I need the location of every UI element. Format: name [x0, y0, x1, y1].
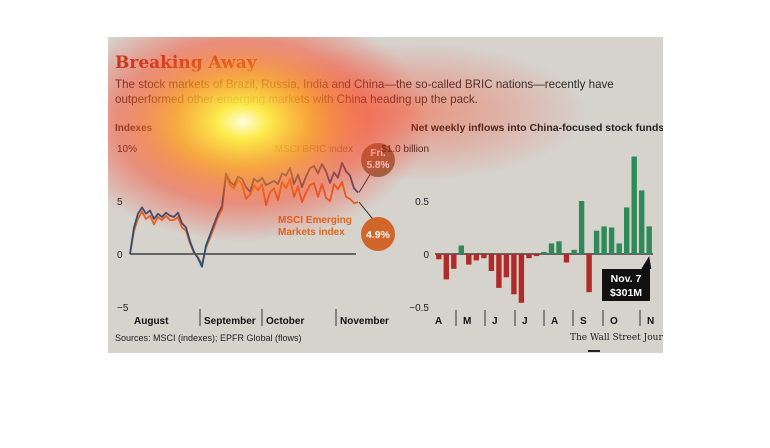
outflow-bar: [586, 254, 592, 293]
index-y-tick-label: −5: [117, 303, 129, 314]
outflow-bar: [451, 254, 457, 269]
sources-note: Sources: MSCI (indexes); EPFR Global (fl…: [115, 333, 302, 343]
inflow-month-label: A: [551, 316, 558, 327]
inflow-y-tick-label: 0.5: [415, 197, 429, 208]
inflow-bar: [646, 226, 652, 254]
inflow-bar: [639, 190, 645, 254]
inflow-bar: [608, 227, 615, 254]
inflow-y-tick-label: −0.5: [409, 303, 429, 314]
index-month-label: November: [340, 316, 389, 327]
inflow-month-label: J: [492, 316, 498, 327]
outflow-bar: [503, 254, 510, 278]
divider-mark: [588, 350, 600, 352]
inflow-bar: [593, 230, 600, 254]
inflow-bar: [578, 201, 585, 254]
outflow-bar: [511, 254, 517, 295]
inflow-month-label: S: [580, 316, 587, 327]
inflow-bar: [601, 226, 607, 254]
outflow-bar: [488, 254, 495, 271]
index-y-tick-label: 0: [117, 250, 123, 261]
inflow-bar: [548, 243, 555, 254]
annotation-date: Nov. 7: [611, 273, 642, 285]
outflow-bar: [533, 254, 540, 257]
publisher-credit: The Wall Street Journal: [570, 333, 663, 343]
inflow-bar: [556, 241, 562, 254]
inflow-month-label: O: [610, 316, 618, 327]
outflow-bar: [563, 254, 570, 263]
outflow-bar: [496, 254, 502, 288]
inflow-bar-chart: $1.0 billion 0.5 0 −0.5 A M J J A S O N Nov. 7 $301M: [381, 144, 654, 327]
outflow-bar: [466, 254, 472, 265]
annotation-pointer: [641, 256, 652, 269]
annotation-box: [602, 269, 650, 301]
inflow-month-label: A: [435, 316, 442, 327]
outflow-bar: [526, 254, 532, 259]
inflow-bar: [631, 156, 637, 254]
inflow-y-tick-label: 0: [423, 250, 429, 261]
chart-panel: Breaking Away The stock markets of Brazi…: [108, 37, 663, 353]
inflow-month-label: N: [647, 316, 654, 327]
index-month-label: October: [266, 316, 304, 327]
inflow-bar: [571, 249, 577, 254]
outflow-bar: [518, 254, 525, 303]
inflow-month-label: J: [522, 316, 528, 327]
outflow-bar: [481, 254, 487, 259]
index-month-label: August: [134, 316, 169, 327]
annotation-value: $301M: [610, 287, 642, 299]
inflow-bar: [541, 251, 547, 254]
index-month-label: September: [204, 316, 256, 327]
inflow-y-tick-label: $1.0 billion: [381, 144, 429, 155]
inflow-bar: [458, 245, 464, 254]
outflow-bar: [443, 254, 449, 280]
outflow-bar: [473, 254, 479, 261]
inflow-bar: [616, 243, 622, 254]
inflow-bar: [624, 207, 630, 254]
inflow-month-label: M: [463, 316, 471, 327]
outflow-bar: [436, 254, 442, 260]
